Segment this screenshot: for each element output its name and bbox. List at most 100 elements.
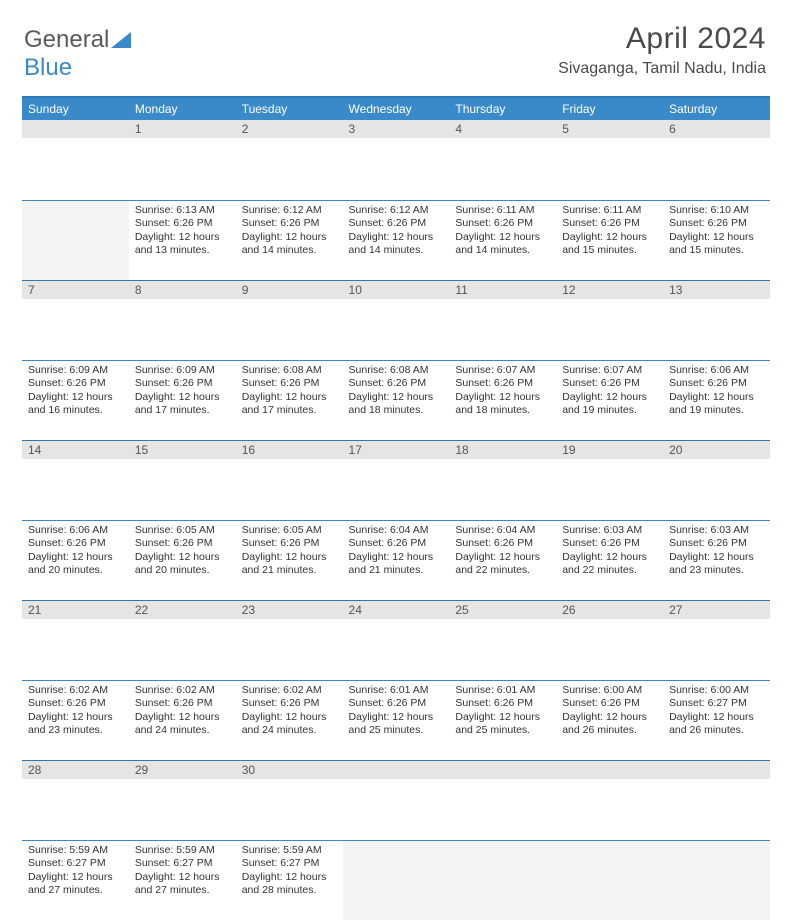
- day-number: 27: [663, 601, 770, 619]
- daynum-cell: 27: [663, 600, 770, 680]
- daynum-cell: 15: [129, 440, 236, 520]
- day-cell: Sunrise: 5:59 AMSunset: 6:27 PMDaylight:…: [236, 840, 343, 920]
- empty-day: [343, 841, 450, 920]
- daynum-cell: 22: [129, 600, 236, 680]
- daynum-cell: 10: [343, 280, 450, 360]
- day-number: 3: [343, 120, 450, 138]
- daynum-cell: 14: [22, 440, 129, 520]
- daynum-cell: 21: [22, 600, 129, 680]
- day-number: 12: [556, 281, 663, 299]
- day-details: Sunrise: 6:02 AMSunset: 6:26 PMDaylight:…: [129, 681, 236, 745]
- day-details: Sunrise: 6:01 AMSunset: 6:26 PMDaylight:…: [343, 681, 450, 745]
- day-cell: Sunrise: 6:06 AMSunset: 6:26 PMDaylight:…: [22, 520, 129, 600]
- day-details: Sunrise: 6:12 AMSunset: 6:26 PMDaylight:…: [236, 201, 343, 265]
- day-number: 26: [556, 601, 663, 619]
- day-number: 4: [449, 120, 556, 138]
- day-cell: Sunrise: 6:04 AMSunset: 6:26 PMDaylight:…: [449, 520, 556, 600]
- day-cell: Sunrise: 6:13 AMSunset: 6:26 PMDaylight:…: [129, 200, 236, 280]
- day-number: 17: [343, 441, 450, 459]
- day-details: Sunrise: 6:00 AMSunset: 6:27 PMDaylight:…: [663, 681, 770, 745]
- day-number: 13: [663, 281, 770, 299]
- day-cell: [556, 840, 663, 920]
- daynum-cell: 2: [236, 120, 343, 200]
- day-number: [663, 761, 770, 779]
- day-details: Sunrise: 6:08 AMSunset: 6:26 PMDaylight:…: [236, 361, 343, 425]
- day-details: Sunrise: 6:05 AMSunset: 6:26 PMDaylight:…: [129, 521, 236, 585]
- day-cell: Sunrise: 6:07 AMSunset: 6:26 PMDaylight:…: [556, 360, 663, 440]
- daynum-cell: [449, 760, 556, 840]
- day-cell: Sunrise: 6:08 AMSunset: 6:26 PMDaylight:…: [236, 360, 343, 440]
- day-number: 22: [129, 601, 236, 619]
- daynum-cell: 16: [236, 440, 343, 520]
- calendar-table: SundayMondayTuesdayWednesdayThursdayFrid…: [22, 96, 770, 920]
- day-details: Sunrise: 6:10 AMSunset: 6:26 PMDaylight:…: [663, 201, 770, 265]
- day-details: Sunrise: 6:03 AMSunset: 6:26 PMDaylight:…: [663, 521, 770, 585]
- empty-day: [449, 841, 556, 920]
- day-of-week-header: Thursday: [449, 97, 556, 120]
- day-cell: Sunrise: 6:07 AMSunset: 6:26 PMDaylight:…: [449, 360, 556, 440]
- day-of-week-header: Monday: [129, 97, 236, 120]
- day-cell: [343, 840, 450, 920]
- week-body-row: Sunrise: 6:02 AMSunset: 6:26 PMDaylight:…: [22, 680, 770, 760]
- day-cell: Sunrise: 6:02 AMSunset: 6:26 PMDaylight:…: [236, 680, 343, 760]
- brand-logo: General Blue: [24, 26, 131, 82]
- empty-day: [663, 841, 770, 920]
- day-cell: Sunrise: 6:01 AMSunset: 6:26 PMDaylight:…: [343, 680, 450, 760]
- day-details: Sunrise: 6:03 AMSunset: 6:26 PMDaylight:…: [556, 521, 663, 585]
- daynum-cell: 18: [449, 440, 556, 520]
- daynum-cell: [663, 760, 770, 840]
- day-cell: [449, 840, 556, 920]
- daynum-cell: 13: [663, 280, 770, 360]
- daynum-cell: 30: [236, 760, 343, 840]
- daynum-row: 123456: [22, 120, 770, 200]
- daynum-cell: 5: [556, 120, 663, 200]
- daynum-cell: 1: [129, 120, 236, 200]
- day-cell: Sunrise: 6:03 AMSunset: 6:26 PMDaylight:…: [663, 520, 770, 600]
- day-cell: Sunrise: 6:04 AMSunset: 6:26 PMDaylight:…: [343, 520, 450, 600]
- calendar-body: 123456 Sunrise: 6:13 AMSunset: 6:26 PMDa…: [22, 120, 770, 920]
- day-cell: Sunrise: 6:06 AMSunset: 6:26 PMDaylight:…: [663, 360, 770, 440]
- day-details: Sunrise: 6:01 AMSunset: 6:26 PMDaylight:…: [449, 681, 556, 745]
- day-number: [22, 120, 129, 138]
- daynum-cell: 11: [449, 280, 556, 360]
- day-cell: Sunrise: 5:59 AMSunset: 6:27 PMDaylight:…: [22, 840, 129, 920]
- brand-triangle-icon: [111, 32, 131, 48]
- day-number: 24: [343, 601, 450, 619]
- day-cell: [22, 200, 129, 280]
- day-of-week-header: Sunday: [22, 97, 129, 120]
- day-details: Sunrise: 6:11 AMSunset: 6:26 PMDaylight:…: [556, 201, 663, 265]
- daynum-row: 78910111213: [22, 280, 770, 360]
- daynum-cell: 25: [449, 600, 556, 680]
- day-number: 30: [236, 761, 343, 779]
- day-cell: Sunrise: 6:02 AMSunset: 6:26 PMDaylight:…: [129, 680, 236, 760]
- daynum-cell: 8: [129, 280, 236, 360]
- daynum-cell: 23: [236, 600, 343, 680]
- day-number: 29: [129, 761, 236, 779]
- day-cell: Sunrise: 6:01 AMSunset: 6:26 PMDaylight:…: [449, 680, 556, 760]
- calendar: SundayMondayTuesdayWednesdayThursdayFrid…: [22, 96, 770, 920]
- brand-part1: General: [24, 26, 109, 53]
- day-details: Sunrise: 5:59 AMSunset: 6:27 PMDaylight:…: [236, 841, 343, 905]
- daynum-cell: 7: [22, 280, 129, 360]
- day-of-week-header: Tuesday: [236, 97, 343, 120]
- day-number: 7: [22, 281, 129, 299]
- day-number: 2: [236, 120, 343, 138]
- week-body-row: Sunrise: 6:13 AMSunset: 6:26 PMDaylight:…: [22, 200, 770, 280]
- daynum-cell: [22, 120, 129, 200]
- day-cell: Sunrise: 5:59 AMSunset: 6:27 PMDaylight:…: [129, 840, 236, 920]
- daynum-row: 21222324252627: [22, 600, 770, 680]
- day-cell: Sunrise: 6:11 AMSunset: 6:26 PMDaylight:…: [556, 200, 663, 280]
- day-of-week-header: Wednesday: [343, 97, 450, 120]
- week-body-row: Sunrise: 6:06 AMSunset: 6:26 PMDaylight:…: [22, 520, 770, 600]
- daynum-cell: 4: [449, 120, 556, 200]
- day-number: [556, 761, 663, 779]
- day-of-week-header: Saturday: [663, 97, 770, 120]
- brand-part2: Blue: [24, 54, 72, 81]
- day-details: Sunrise: 6:04 AMSunset: 6:26 PMDaylight:…: [343, 521, 450, 585]
- day-number: 21: [22, 601, 129, 619]
- day-details: Sunrise: 6:09 AMSunset: 6:26 PMDaylight:…: [22, 361, 129, 425]
- day-details: Sunrise: 6:07 AMSunset: 6:26 PMDaylight:…: [556, 361, 663, 425]
- daynum-cell: 17: [343, 440, 450, 520]
- day-details: Sunrise: 6:02 AMSunset: 6:26 PMDaylight:…: [22, 681, 129, 745]
- day-cell: Sunrise: 6:12 AMSunset: 6:26 PMDaylight:…: [236, 200, 343, 280]
